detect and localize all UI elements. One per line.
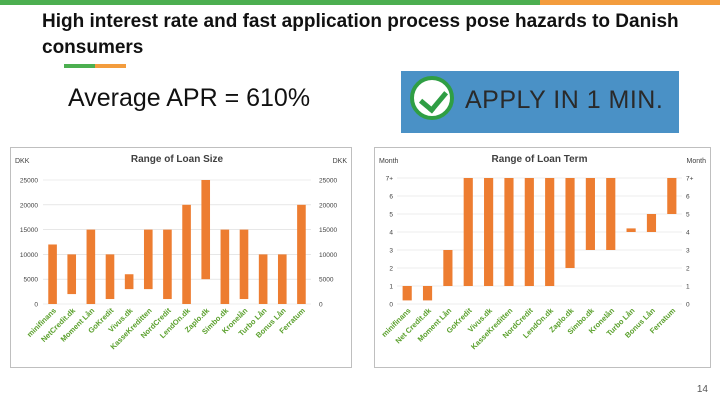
bar	[220, 229, 230, 304]
y-tick-label-left: 2	[389, 266, 393, 273]
check-circle-icon	[410, 76, 454, 120]
bar	[484, 178, 494, 286]
y-tick-label-left: 25000	[20, 178, 38, 185]
y-tick-label-left: 0	[389, 302, 393, 309]
bar	[297, 204, 306, 304]
loan-term-chart-svg: Range of Loan Term Month Month 0 0 1 1 2 2 3 3 4 4 5 5…	[379, 154, 707, 351]
y-tick-label-right: 2	[686, 266, 690, 273]
page-number: 14	[696, 384, 708, 395]
bar	[143, 229, 153, 290]
y-tick-label-right: 15000	[319, 227, 337, 234]
y-tick-label-left: 1	[389, 284, 393, 291]
y-tick-label-right: 5000	[319, 277, 334, 284]
y-axis-label-left: Month	[379, 158, 399, 165]
bar	[626, 228, 636, 232]
y-tick-label-left: 15000	[20, 227, 38, 234]
loan-size-chart: Range of Loan Size DKK DKK 0 0 5000 5000 10000 1…	[10, 147, 352, 368]
y-tick-label-left: 5000	[24, 277, 39, 284]
bar	[585, 178, 595, 250]
y-tick-label-right: 0	[686, 302, 690, 309]
bar	[565, 178, 575, 268]
chart-title: Range of Loan Size	[131, 154, 224, 165]
y-axis-label-right: Month	[687, 158, 707, 165]
bar	[182, 204, 191, 304]
y-axis-label-right: DKK	[333, 158, 348, 165]
bar	[239, 229, 249, 300]
y-tick-label-right: 10000	[319, 252, 337, 259]
apply-banner-text: APPLY IN 1 MIN.	[465, 86, 664, 114]
y-tick-label-left: 4	[389, 230, 393, 237]
bar	[524, 178, 534, 286]
y-tick-label-right: 4	[686, 230, 690, 237]
bar	[504, 178, 514, 286]
bar	[201, 180, 211, 280]
title-underline	[64, 64, 126, 68]
bar	[545, 178, 555, 286]
y-tick-label-right: 0	[319, 302, 323, 309]
bar	[443, 250, 453, 286]
bar	[124, 274, 134, 290]
y-tick-label-left: 0	[34, 302, 38, 309]
bar	[258, 254, 268, 304]
y-axis-label-left: DKK	[15, 158, 30, 165]
top-accent-bar	[0, 0, 720, 5]
average-apr-text: Average APR = 610%	[68, 84, 311, 112]
loan-size-chart-svg: Range of Loan Size DKK DKK 0 0 5000 5000 10000 1…	[15, 154, 348, 351]
y-tick-label-right: 6	[686, 194, 690, 201]
bar	[646, 214, 657, 232]
bar	[163, 229, 172, 300]
bar	[48, 244, 57, 304]
y-tick-label-left: 20000	[20, 202, 38, 209]
bar	[86, 229, 96, 304]
y-tick-label-left: 7+	[386, 176, 394, 183]
apply-banner: APPLY IN 1 MIN.	[401, 71, 679, 133]
bar	[105, 254, 115, 300]
y-tick-label-right: 20000	[319, 202, 337, 209]
bar	[67, 254, 77, 295]
y-tick-label-left: 3	[389, 248, 393, 255]
bar	[606, 178, 616, 250]
chart-title: Range of Loan Term	[492, 154, 588, 165]
y-tick-label-right: 3	[686, 248, 690, 255]
bar	[402, 286, 412, 301]
y-tick-label-left: 6	[389, 194, 393, 201]
y-tick-label-right: 5	[686, 212, 690, 219]
y-tick-label-left: 10000	[20, 252, 38, 259]
slide-title: High interest rate and fast application …	[42, 11, 679, 58]
loan-term-chart: Range of Loan Term Month Month 0 0 1 1 2 2 3 3 4 4 5 5…	[374, 147, 711, 368]
y-tick-label-right: 25000	[319, 178, 337, 185]
bar	[463, 178, 473, 286]
bar	[422, 286, 433, 301]
y-tick-label-right: 7+	[686, 176, 694, 183]
bar	[667, 178, 677, 214]
bar	[277, 254, 287, 304]
y-tick-label-left: 5	[389, 212, 393, 219]
y-tick-label-right: 1	[686, 284, 690, 291]
